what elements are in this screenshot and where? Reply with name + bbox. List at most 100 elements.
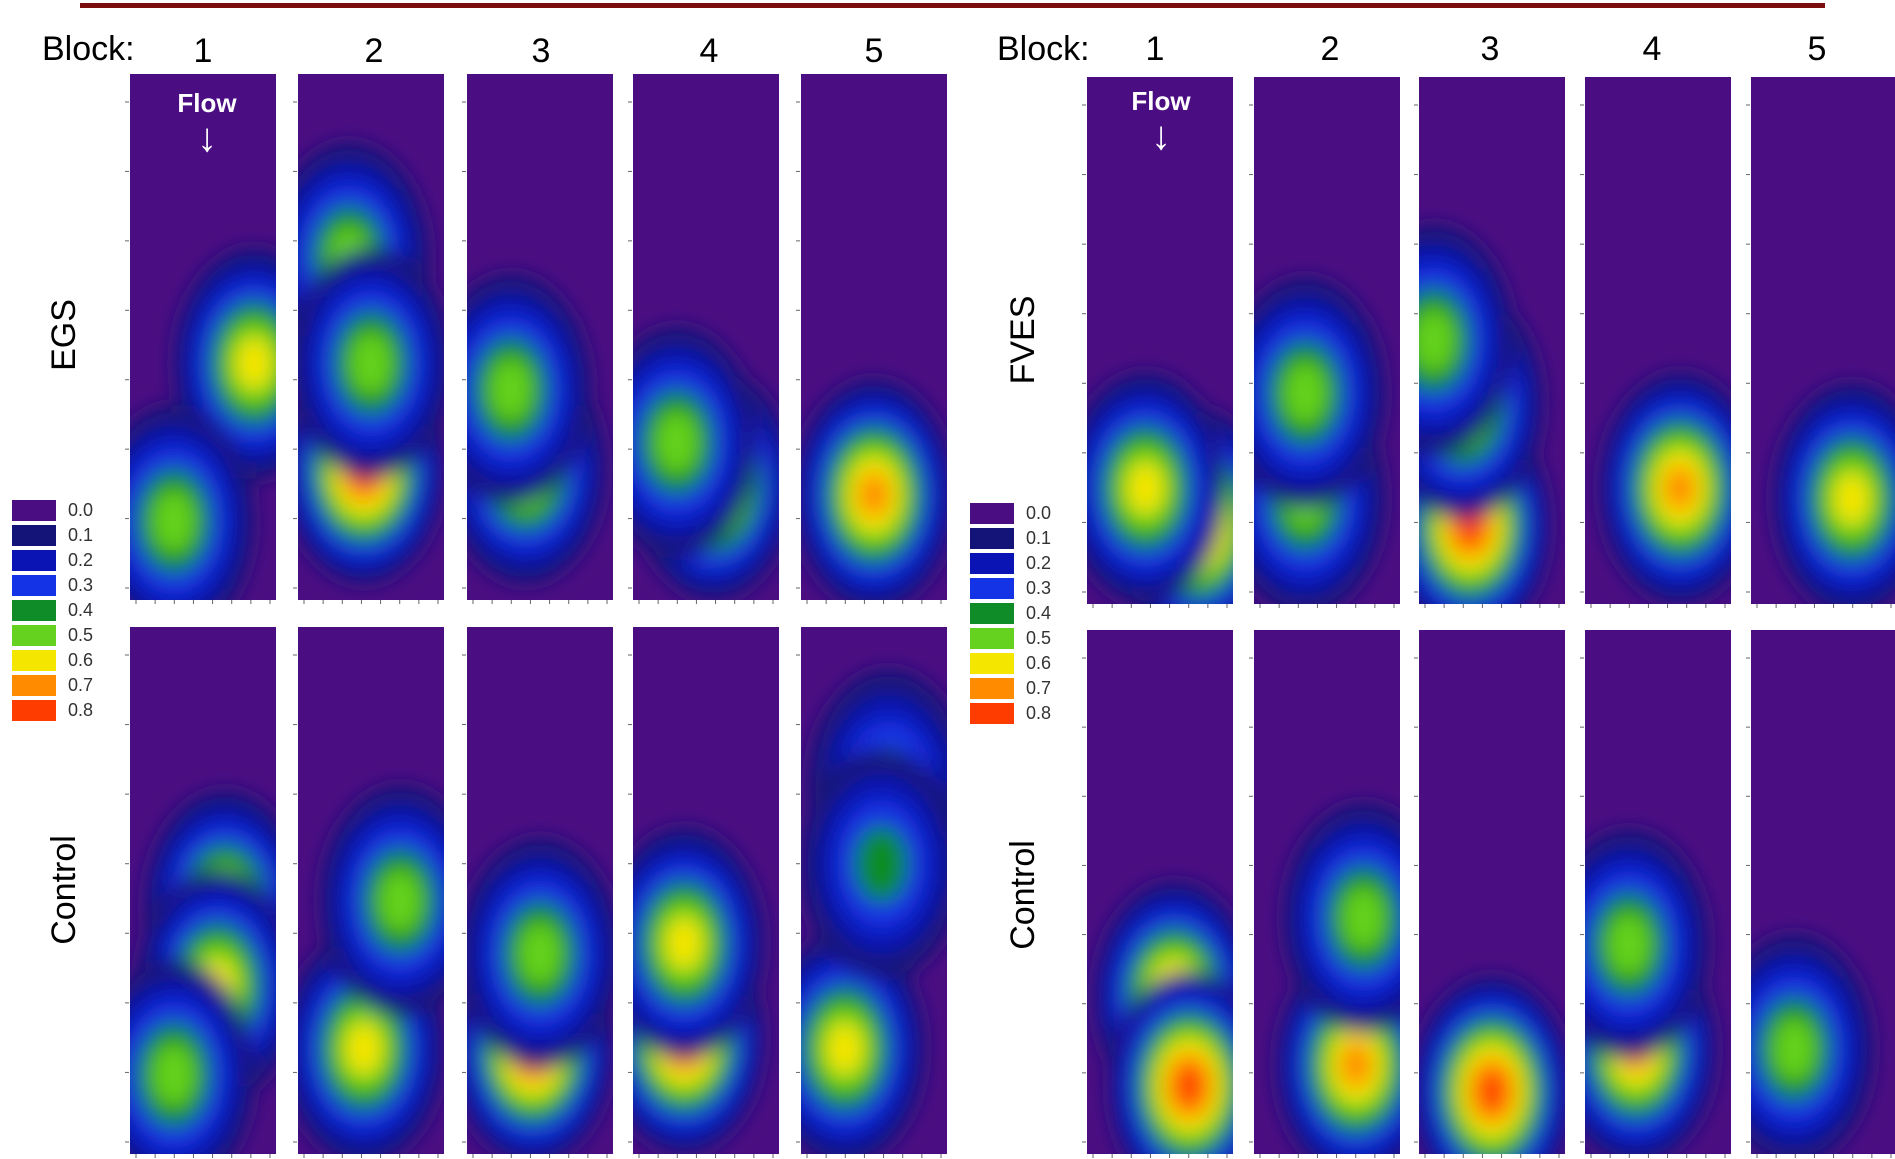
heatmap-svg	[1585, 77, 1731, 604]
x-tick-marks	[135, 600, 271, 604]
legend-value-label: 0.5	[68, 625, 94, 645]
heatmap-svg	[1087, 630, 1233, 1154]
heatmap-svg	[801, 627, 947, 1154]
y-tick-marks	[293, 654, 297, 1143]
heatmap-svg	[1585, 630, 1731, 1154]
heatmap-panel-right-fves-block-3	[1419, 77, 1565, 604]
legend-value-label: 0.7	[68, 675, 94, 695]
legend-value-label: 0.4	[1026, 603, 1052, 623]
heatmap-svg	[298, 627, 444, 1154]
legend-value-label: 0.2	[1026, 553, 1052, 573]
x-tick-marks	[638, 1154, 774, 1158]
legend-value-label: 0.5	[1026, 628, 1052, 648]
heatmap-panel-right-fves-block-1	[1087, 77, 1233, 604]
y-tick-marks	[125, 101, 129, 589]
x-tick-marks	[1092, 604, 1228, 608]
intensity-level-0.5	[151, 1043, 196, 1107]
legend-swatch	[970, 653, 1014, 674]
legend-value-label: 0.3	[1026, 578, 1052, 598]
legend-swatch	[12, 550, 56, 571]
right-block-number-5: 5	[1807, 30, 1827, 68]
heatmap-panel-left-egs-block-2	[298, 74, 444, 600]
y-tick-marks	[1249, 657, 1253, 1143]
y-tick-marks	[796, 101, 800, 589]
heatmap-svg	[1254, 77, 1400, 604]
x-tick-marks	[1424, 604, 1560, 608]
y-tick-marks	[1414, 104, 1418, 593]
intensity-level-0.5	[151, 489, 196, 553]
legend-swatch	[970, 578, 1014, 599]
heatmap-svg	[1751, 630, 1895, 1154]
legend-value-label: 0.7	[1026, 678, 1052, 698]
legend-swatch	[12, 525, 56, 546]
right-block-label: Block:	[997, 30, 1090, 68]
row-label-right-control: Control	[1004, 840, 1042, 950]
heatmap-panel-left-control-block-2	[298, 627, 444, 1154]
legend-swatch	[970, 503, 1014, 524]
y-tick-marks	[1249, 104, 1253, 593]
legend-swatch	[12, 650, 56, 671]
left-flow-arrow-icon: ↓	[197, 116, 217, 160]
left-block-number-4: 4	[699, 32, 719, 70]
heatmap-panel-left-egs-block-4	[633, 74, 779, 600]
heatmap-intensity-group	[1254, 277, 1386, 604]
heatmap-intensity-group	[801, 669, 947, 1154]
heatmap-panel-right-control-block-5	[1751, 630, 1895, 1154]
intensity-level-0.5	[1283, 361, 1327, 425]
x-tick-marks	[1259, 1154, 1395, 1158]
left-block-label: Block:	[42, 30, 135, 68]
heatmap-intensity-group	[1419, 975, 1565, 1154]
x-tick-marks	[806, 600, 942, 604]
intensity-level-0.5	[654, 410, 699, 474]
heatmap-svg	[130, 627, 276, 1154]
heatmap-panel-right-fves-block-4	[1585, 77, 1731, 604]
right-flow-annotation: Flow ↓	[1124, 88, 1198, 156]
heatmap-svg	[1419, 630, 1565, 1154]
x-tick-marks	[638, 600, 774, 604]
top-divider-line	[80, 3, 1825, 8]
intensity-level-0.4	[854, 825, 909, 903]
heatmap-intensity-group	[1751, 933, 1874, 1154]
legend-swatch	[12, 700, 56, 721]
heatmap-panel-left-egs-block-3	[467, 74, 613, 600]
right-block-number-4: 4	[1642, 30, 1662, 68]
x-tick-marks	[303, 1154, 439, 1158]
heatmap-intensity-group	[467, 273, 606, 585]
heatmap-intensity-group	[1599, 372, 1731, 604]
heatmap-intensity-group	[633, 326, 779, 600]
heatmap-svg	[467, 627, 613, 1154]
heatmap-svg	[1254, 630, 1400, 1154]
heatmap-intensity-group	[633, 827, 765, 1154]
heatmap-svg	[298, 74, 444, 600]
heatmap-panel-right-fves-block-5	[1751, 77, 1895, 604]
legend-value-label: 0.2	[68, 550, 94, 570]
x-tick-marks	[472, 600, 608, 604]
legend-swatch	[12, 575, 56, 596]
right-flow-label: Flow	[1131, 86, 1191, 116]
x-tick-marks	[1756, 604, 1892, 608]
intensity-level-0.5	[349, 331, 393, 395]
heatmap-intensity-group	[298, 785, 444, 1154]
heatmap-intensity-group	[130, 247, 276, 600]
intensity-level-0.7	[1663, 464, 1696, 512]
left-block-number-5: 5	[864, 32, 884, 70]
y-tick-marks	[1580, 104, 1584, 593]
intensity-level-0.7	[1340, 1041, 1373, 1088]
y-tick-marks	[125, 654, 129, 1143]
row-label-egs: EGS	[45, 299, 83, 371]
x-tick-marks	[303, 600, 439, 604]
intensity-level-0.5	[378, 869, 423, 933]
legend-swatch	[970, 528, 1014, 549]
intensity-level-0.6	[1126, 461, 1164, 515]
intensity-level-0.6	[826, 1021, 864, 1076]
heatmap-svg	[801, 74, 947, 600]
heatmap-svg	[1751, 77, 1895, 604]
y-tick-marks	[796, 654, 800, 1143]
heatmap-svg	[467, 74, 613, 600]
y-tick-marks	[462, 654, 466, 1143]
x-tick-marks	[1590, 1154, 1726, 1158]
intensity-level-0.5	[1606, 912, 1651, 976]
heatmap-intensity-group	[467, 837, 613, 1154]
heatmap-intensity-group	[1419, 224, 1551, 604]
intensity-level-0.5	[488, 358, 533, 422]
